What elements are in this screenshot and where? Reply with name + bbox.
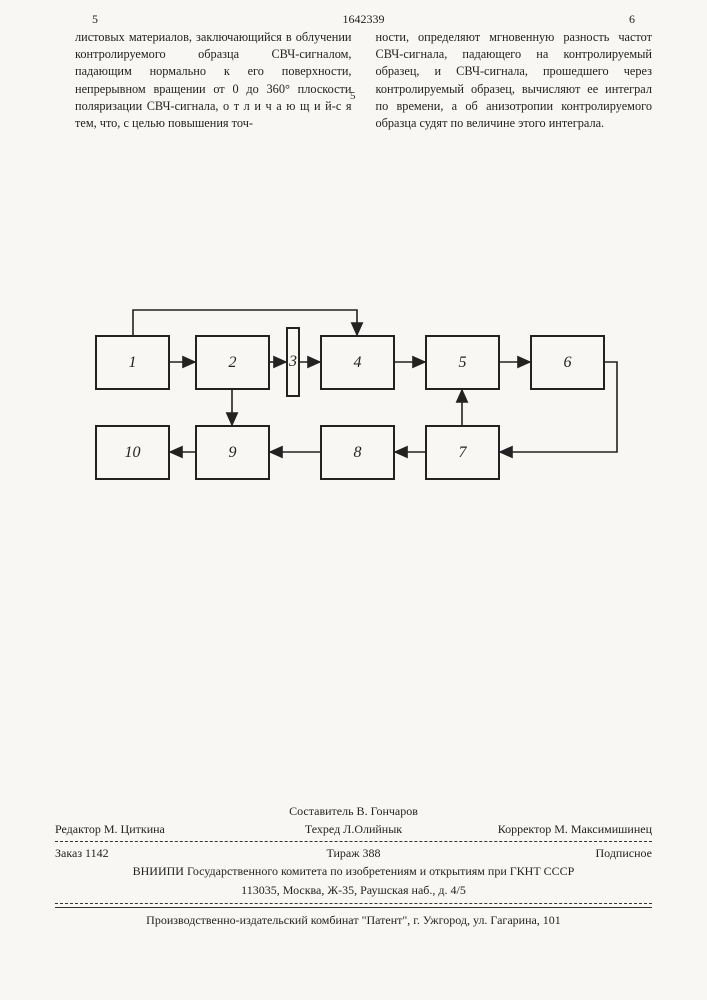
page-num-right: 6 — [612, 12, 652, 27]
block-5: 5 — [425, 335, 500, 390]
block-2: 2 — [195, 335, 270, 390]
block-9: 9 — [195, 425, 270, 480]
left-column-text: листовых материалов, заключающийся в обл… — [75, 29, 352, 132]
block-6: 6 — [530, 335, 605, 390]
org-line-2: 113035, Москва, Ж-35, Раушская наб., д. … — [55, 881, 652, 900]
editor-credit: Редактор М. Циткина — [55, 822, 254, 837]
right-column: ности, определяют мгновенную разность ча… — [376, 29, 653, 132]
tech-credit: Техред Л.Олийнык — [254, 822, 453, 837]
block-10: 10 — [95, 425, 170, 480]
footer-block: Составитель В. Гончаров Редактор М. Цитк… — [55, 802, 652, 930]
page-num-left: 5 — [75, 12, 115, 27]
divider-solid — [55, 907, 652, 908]
right-column-text: ности, определяют мгновенную разность ча… — [376, 29, 653, 132]
block-1: 1 — [95, 335, 170, 390]
print-run: Тираж 388 — [254, 846, 453, 861]
line-marker-5: 5 — [350, 90, 356, 102]
block-7: 7 — [425, 425, 500, 480]
block-4: 4 — [320, 335, 395, 390]
order-row: Заказ 1142 Тираж 388 Подписное — [55, 845, 652, 862]
printer-line: Производственно-издательский комбинат "П… — [55, 911, 652, 930]
block-diagram: 123456789 10 — [85, 295, 620, 495]
patent-page: 5 1642339 6 листовых материалов, заключа… — [0, 0, 707, 1000]
patent-number: 1642339 — [115, 12, 612, 27]
page-header: 5 1642339 6 — [75, 12, 652, 27]
divider-dashed-1 — [55, 841, 652, 842]
credits-row: Редактор М. Циткина Техред Л.Олийнык Кор… — [55, 821, 652, 838]
block-8: 8 — [320, 425, 395, 480]
divider-dashed-2 — [55, 903, 652, 904]
body-columns: листовых материалов, заключающийся в обл… — [75, 29, 652, 132]
subscription: Подписное — [453, 846, 652, 861]
org-line-1: ВНИИПИ Государственного комитета по изоб… — [55, 862, 652, 881]
block-3: 3 — [286, 327, 300, 397]
compiler-line: Составитель В. Гончаров — [55, 802, 652, 821]
corrector-credit: Корректор М. Максимишинец — [453, 822, 652, 837]
order-number: Заказ 1142 — [55, 846, 254, 861]
left-column: листовых материалов, заключающийся в обл… — [75, 29, 352, 132]
